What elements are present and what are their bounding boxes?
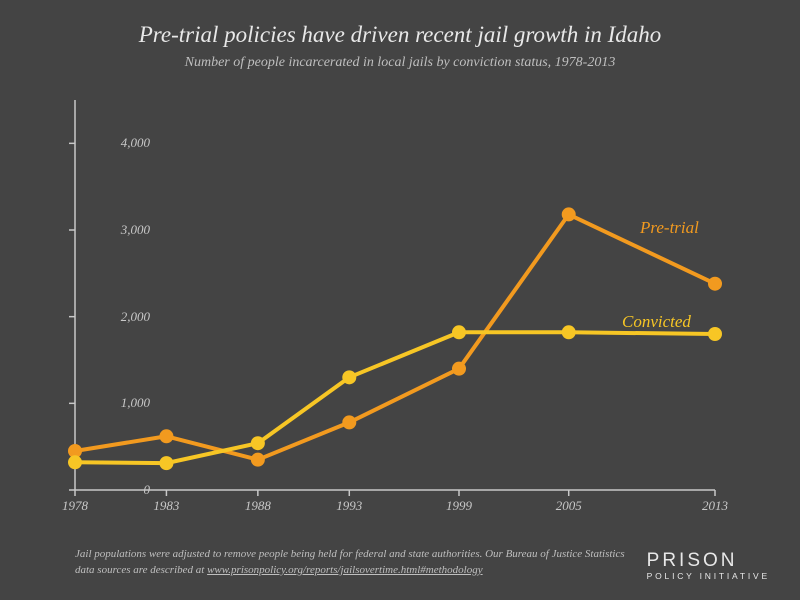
chart-plot bbox=[75, 100, 715, 490]
x-tick-label: 1983 bbox=[153, 498, 179, 514]
logo: PRISON POLICY INITIATIVE bbox=[647, 551, 770, 581]
y-tick-label: 4,000 bbox=[95, 135, 150, 151]
y-tick-label: 3,000 bbox=[95, 222, 150, 238]
x-tick-label: 1993 bbox=[336, 498, 362, 514]
x-tick-label: 2013 bbox=[702, 498, 728, 514]
y-tick-label: 0 bbox=[95, 482, 150, 498]
x-tick-label: 2005 bbox=[556, 498, 582, 514]
series-label: Convicted bbox=[622, 312, 691, 332]
x-tick-label: 1988 bbox=[245, 498, 271, 514]
x-tick-label: 1978 bbox=[62, 498, 88, 514]
series-label: Pre-trial bbox=[640, 218, 699, 238]
footnote: Jail populations were adjusted to remove… bbox=[75, 547, 635, 578]
chart-container: Pre-trial policies have driven recent ja… bbox=[0, 0, 800, 600]
y-tick-label: 1,000 bbox=[95, 395, 150, 411]
footnote-link[interactable]: www.prisonpolicy.org/reports/jailsoverti… bbox=[207, 564, 483, 576]
logo-main: PRISON bbox=[647, 551, 770, 570]
logo-sub: POLICY INITIATIVE bbox=[647, 572, 770, 581]
chart-subtitle: Number of people incarcerated in local j… bbox=[0, 55, 800, 71]
x-tick-label: 1999 bbox=[446, 498, 472, 514]
chart-title: Pre-trial policies have driven recent ja… bbox=[0, 22, 800, 48]
y-tick-label: 2,000 bbox=[95, 309, 150, 325]
